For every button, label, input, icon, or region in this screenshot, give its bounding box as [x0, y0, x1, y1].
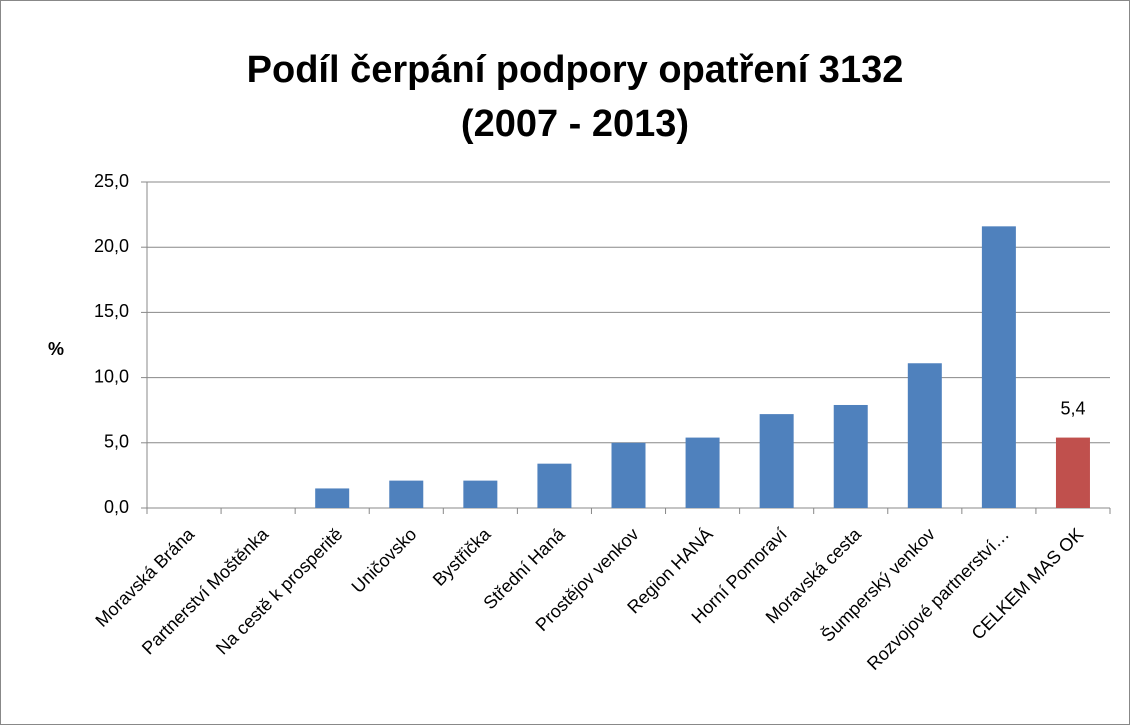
- y-tick-label: 5,0: [104, 432, 129, 452]
- bar: [611, 442, 646, 508]
- bar: [463, 480, 498, 508]
- y-tick-label: 10,0: [94, 366, 129, 386]
- bar: [833, 404, 868, 508]
- bar: [315, 488, 350, 508]
- y-tick-label: 0,0: [104, 497, 129, 517]
- y-tick-label: 25,0: [94, 171, 129, 191]
- bar: [981, 226, 1016, 508]
- y-tick-label: 20,0: [94, 236, 129, 256]
- chart-title: (2007 - 2013): [461, 103, 689, 145]
- bar: [907, 363, 942, 508]
- bar: [389, 480, 424, 508]
- bar: [685, 437, 720, 508]
- bar: [1055, 437, 1090, 508]
- y-axis-label: %: [48, 339, 64, 359]
- y-tick-label: 15,0: [94, 301, 129, 321]
- bar: [537, 463, 572, 508]
- data-label: 5,4: [1060, 398, 1085, 418]
- bar: [759, 414, 794, 508]
- chart-title: Podíl čerpání podpory opatření 3132: [247, 49, 904, 91]
